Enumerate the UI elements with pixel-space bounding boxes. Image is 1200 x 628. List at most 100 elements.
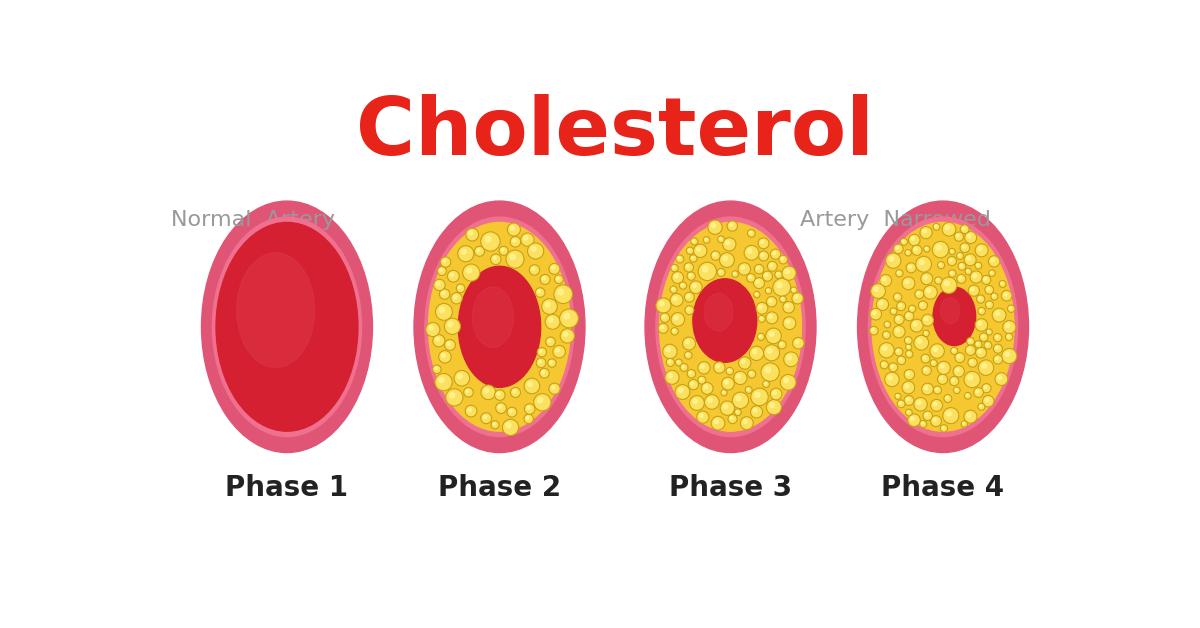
Circle shape [988, 330, 989, 332]
Circle shape [748, 230, 755, 237]
Circle shape [685, 306, 694, 315]
Ellipse shape [660, 222, 802, 431]
Circle shape [553, 345, 565, 358]
Ellipse shape [934, 287, 976, 345]
Circle shape [564, 313, 570, 319]
Circle shape [545, 315, 560, 329]
Circle shape [691, 238, 698, 245]
Circle shape [758, 305, 762, 308]
Circle shape [922, 422, 923, 425]
Circle shape [745, 386, 752, 394]
Circle shape [426, 322, 440, 337]
Circle shape [982, 384, 991, 392]
Circle shape [690, 255, 697, 262]
Circle shape [780, 342, 782, 345]
Circle shape [931, 361, 934, 364]
Circle shape [894, 293, 901, 301]
Circle shape [756, 280, 760, 283]
Circle shape [671, 328, 678, 335]
Circle shape [988, 303, 990, 305]
Circle shape [792, 288, 794, 290]
Circle shape [481, 413, 492, 424]
Circle shape [503, 420, 518, 436]
Circle shape [884, 333, 887, 335]
Circle shape [960, 243, 970, 252]
Circle shape [666, 359, 674, 367]
Circle shape [704, 385, 708, 389]
Circle shape [439, 307, 444, 312]
Circle shape [450, 392, 455, 398]
Circle shape [766, 288, 772, 294]
Circle shape [728, 414, 737, 424]
Circle shape [974, 262, 982, 269]
Circle shape [730, 416, 733, 420]
Circle shape [782, 317, 796, 330]
Ellipse shape [216, 222, 358, 431]
Circle shape [721, 389, 727, 396]
Circle shape [977, 264, 978, 266]
Circle shape [971, 288, 974, 291]
Circle shape [732, 271, 738, 278]
Circle shape [684, 292, 695, 302]
Circle shape [908, 305, 916, 313]
Circle shape [677, 360, 679, 363]
Circle shape [720, 252, 734, 268]
Circle shape [556, 348, 559, 352]
Ellipse shape [212, 217, 361, 436]
Ellipse shape [236, 252, 314, 367]
Circle shape [940, 377, 943, 379]
Circle shape [962, 227, 965, 229]
Ellipse shape [692, 279, 757, 362]
Circle shape [962, 245, 965, 248]
Circle shape [907, 411, 910, 413]
Circle shape [756, 266, 760, 269]
Circle shape [740, 417, 754, 430]
Circle shape [895, 328, 899, 332]
Circle shape [898, 271, 900, 273]
Circle shape [937, 262, 944, 269]
Circle shape [907, 352, 910, 354]
Circle shape [780, 374, 796, 390]
Circle shape [558, 289, 564, 295]
Circle shape [448, 322, 452, 327]
Ellipse shape [704, 293, 733, 331]
Circle shape [776, 273, 779, 275]
Circle shape [773, 278, 791, 296]
Circle shape [950, 271, 953, 274]
Circle shape [485, 236, 491, 242]
Circle shape [934, 224, 940, 230]
Circle shape [890, 365, 894, 367]
Ellipse shape [872, 222, 1014, 431]
Circle shape [749, 276, 751, 278]
Circle shape [691, 382, 694, 385]
Circle shape [967, 337, 974, 345]
Circle shape [923, 285, 937, 299]
Circle shape [434, 374, 452, 391]
Circle shape [904, 396, 914, 406]
Circle shape [714, 362, 725, 373]
Circle shape [761, 253, 764, 256]
Circle shape [458, 286, 461, 288]
Circle shape [722, 391, 725, 393]
Circle shape [712, 416, 725, 430]
Circle shape [542, 277, 545, 279]
Circle shape [758, 238, 769, 249]
Circle shape [703, 237, 710, 243]
Circle shape [954, 232, 964, 241]
Circle shape [668, 360, 671, 362]
Circle shape [882, 331, 890, 339]
Circle shape [671, 293, 683, 306]
Circle shape [900, 238, 907, 246]
Circle shape [968, 358, 977, 367]
Circle shape [893, 325, 905, 338]
Circle shape [894, 315, 904, 325]
Circle shape [755, 264, 764, 274]
Circle shape [976, 390, 979, 392]
Circle shape [923, 330, 929, 337]
Circle shape [539, 350, 542, 352]
Circle shape [659, 301, 664, 306]
Circle shape [510, 254, 516, 259]
Circle shape [529, 265, 540, 275]
Circle shape [736, 396, 740, 401]
Circle shape [949, 259, 952, 261]
